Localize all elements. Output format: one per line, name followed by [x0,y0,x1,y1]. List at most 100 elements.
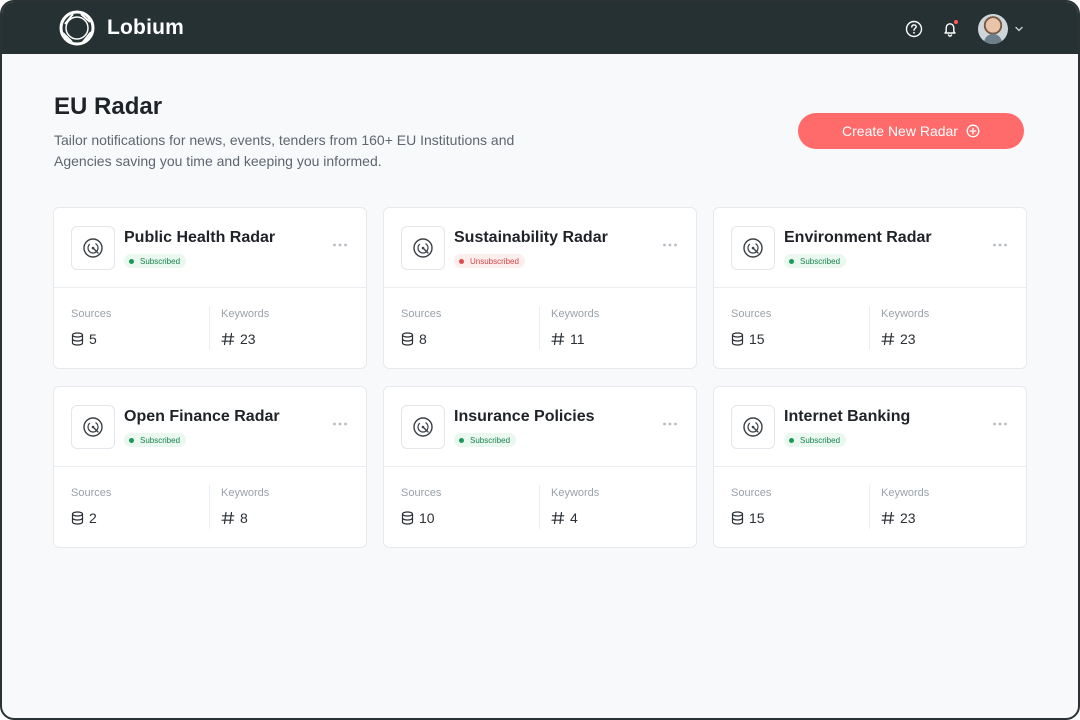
lobium-logo-icon [59,10,95,46]
status-label: Subscribed [140,435,181,445]
radar-card-header: Open Finance Radar Subscribed [54,387,366,467]
more-options-icon[interactable] [662,241,678,249]
radar-card-stats: Sources 15 Keywords 23 [714,467,1026,547]
status-label: Subscribed [140,256,181,266]
user-avatar[interactable] [978,14,1008,44]
radar-icon [413,238,433,258]
sources-count: 2 [89,510,97,526]
keywords-label: Keywords [551,487,600,499]
status-badge: Subscribed [784,433,847,447]
sources-value: 10 [401,510,435,526]
help-button[interactable] [902,17,926,41]
status-label: Subscribed [470,435,511,445]
status-label: Subscribed [800,256,841,266]
database-icon [71,511,84,525]
status-label: Subscribed [800,435,841,445]
help-circle-icon [905,20,923,38]
radar-card-stats: Sources 2 Keywords 8 [54,467,366,547]
radar-title: Sustainability Radar [454,229,608,246]
status-dot [789,258,794,264]
keywords-count: 8 [240,510,248,526]
more-options-icon[interactable] [992,241,1008,249]
sources-value: 5 [71,331,97,347]
notifications-button[interactable] [938,17,962,41]
radar-icon [413,417,433,437]
status-dot [129,258,134,264]
radar-card-header: Sustainability Radar Unsubscribed [384,208,696,288]
sources-count: 8 [419,331,427,347]
status-dot [129,437,134,443]
radar-title: Open Finance Radar [124,408,280,425]
hash-icon [881,511,895,525]
sources-label: Sources [71,487,112,499]
hash-icon [551,511,565,525]
logo[interactable]: Lobium [59,10,184,46]
keywords-count: 4 [570,510,578,526]
keywords-label: Keywords [881,308,930,320]
sources-value: 2 [71,510,97,526]
create-new-radar-label: Create New Radar [842,123,958,139]
radar-card[interactable]: Public Health Radar Subscribed Sources [53,207,367,369]
keywords-value: 4 [551,510,578,526]
sources-count: 15 [749,331,765,347]
create-new-radar-button[interactable]: Create New Radar [798,113,1024,149]
status-dot [459,437,464,443]
radar-card[interactable]: Internet Banking Subscribed Sources [713,386,1027,548]
keywords-label: Keywords [551,308,600,320]
more-options-icon[interactable] [992,420,1008,428]
database-icon [71,332,84,346]
radar-icon-box [401,405,445,449]
database-icon [401,511,414,525]
radar-title: Public Health Radar [124,229,276,246]
keywords-label: Keywords [221,487,270,499]
sources-label: Sources [731,487,772,499]
database-icon [731,332,744,346]
radar-title: Internet Banking [784,408,911,425]
radar-icon [83,417,103,437]
chevron-down-icon[interactable] [1014,24,1024,34]
radar-card-stats: Sources 5 Keywords 23 [54,288,366,368]
sources-value: 8 [401,331,427,347]
hash-icon [221,511,235,525]
keywords-count: 11 [570,331,585,347]
sources-count: 10 [419,510,435,526]
keywords-value: 23 [221,331,256,347]
app-name: Lobium [107,16,185,39]
radar-icon-box [401,226,445,270]
radar-card-header: Public Health Radar Subscribed [54,208,366,288]
more-options-icon[interactable] [332,241,348,249]
radar-icon [743,238,763,258]
radar-icon [743,417,763,437]
database-icon [401,332,414,346]
page-description: Tailor notifications for news, events, t… [54,132,515,169]
radar-card-grid: Public Health Radar Subscribed Sources [53,207,1027,548]
radar-card-header: Insurance Policies Subscribed [384,387,696,467]
radar-card[interactable]: Sustainability Radar Unsubscribed Source… [383,207,697,369]
status-dot [789,437,794,443]
hash-icon [221,332,235,346]
radar-card-header: Internet Banking Subscribed [714,387,1026,467]
radar-card[interactable]: Open Finance Radar Subscribed Sources [53,386,367,548]
bell-icon [944,23,956,37]
more-options-icon[interactable] [662,420,678,428]
radar-card-header: Environment Radar Subscribed [714,208,1026,288]
sources-count: 15 [749,510,765,526]
radar-card[interactable]: Insurance Policies Subscribed Sources [383,386,697,548]
sources-label: Sources [731,308,772,320]
more-options-icon[interactable] [332,420,348,428]
stat-divider [209,485,210,529]
keywords-value: 11 [551,331,585,347]
status-badge: Subscribed [124,254,187,268]
radar-icon-box [71,226,115,270]
keywords-count: 23 [240,331,256,347]
radar-card[interactable]: Environment Radar Subscribed Sources [713,207,1027,369]
sources-value: 15 [731,510,765,526]
status-badge: Subscribed [784,254,847,268]
page-title: EU Radar [54,93,163,120]
top-navbar: Lobium [2,2,1078,54]
database-icon [731,511,744,525]
radar-icon-box [71,405,115,449]
radar-icon-box [731,405,775,449]
radar-card-stats: Sources 10 Keywords 4 [384,467,696,547]
hash-icon [881,332,895,346]
